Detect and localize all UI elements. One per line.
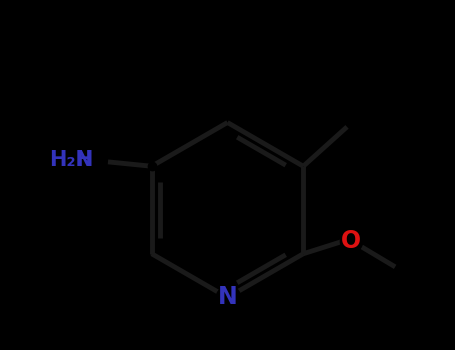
- Text: N: N: [217, 286, 238, 309]
- Text: O: O: [341, 229, 361, 253]
- Text: H: H: [75, 150, 93, 170]
- Text: H₂N: H₂N: [49, 150, 93, 170]
